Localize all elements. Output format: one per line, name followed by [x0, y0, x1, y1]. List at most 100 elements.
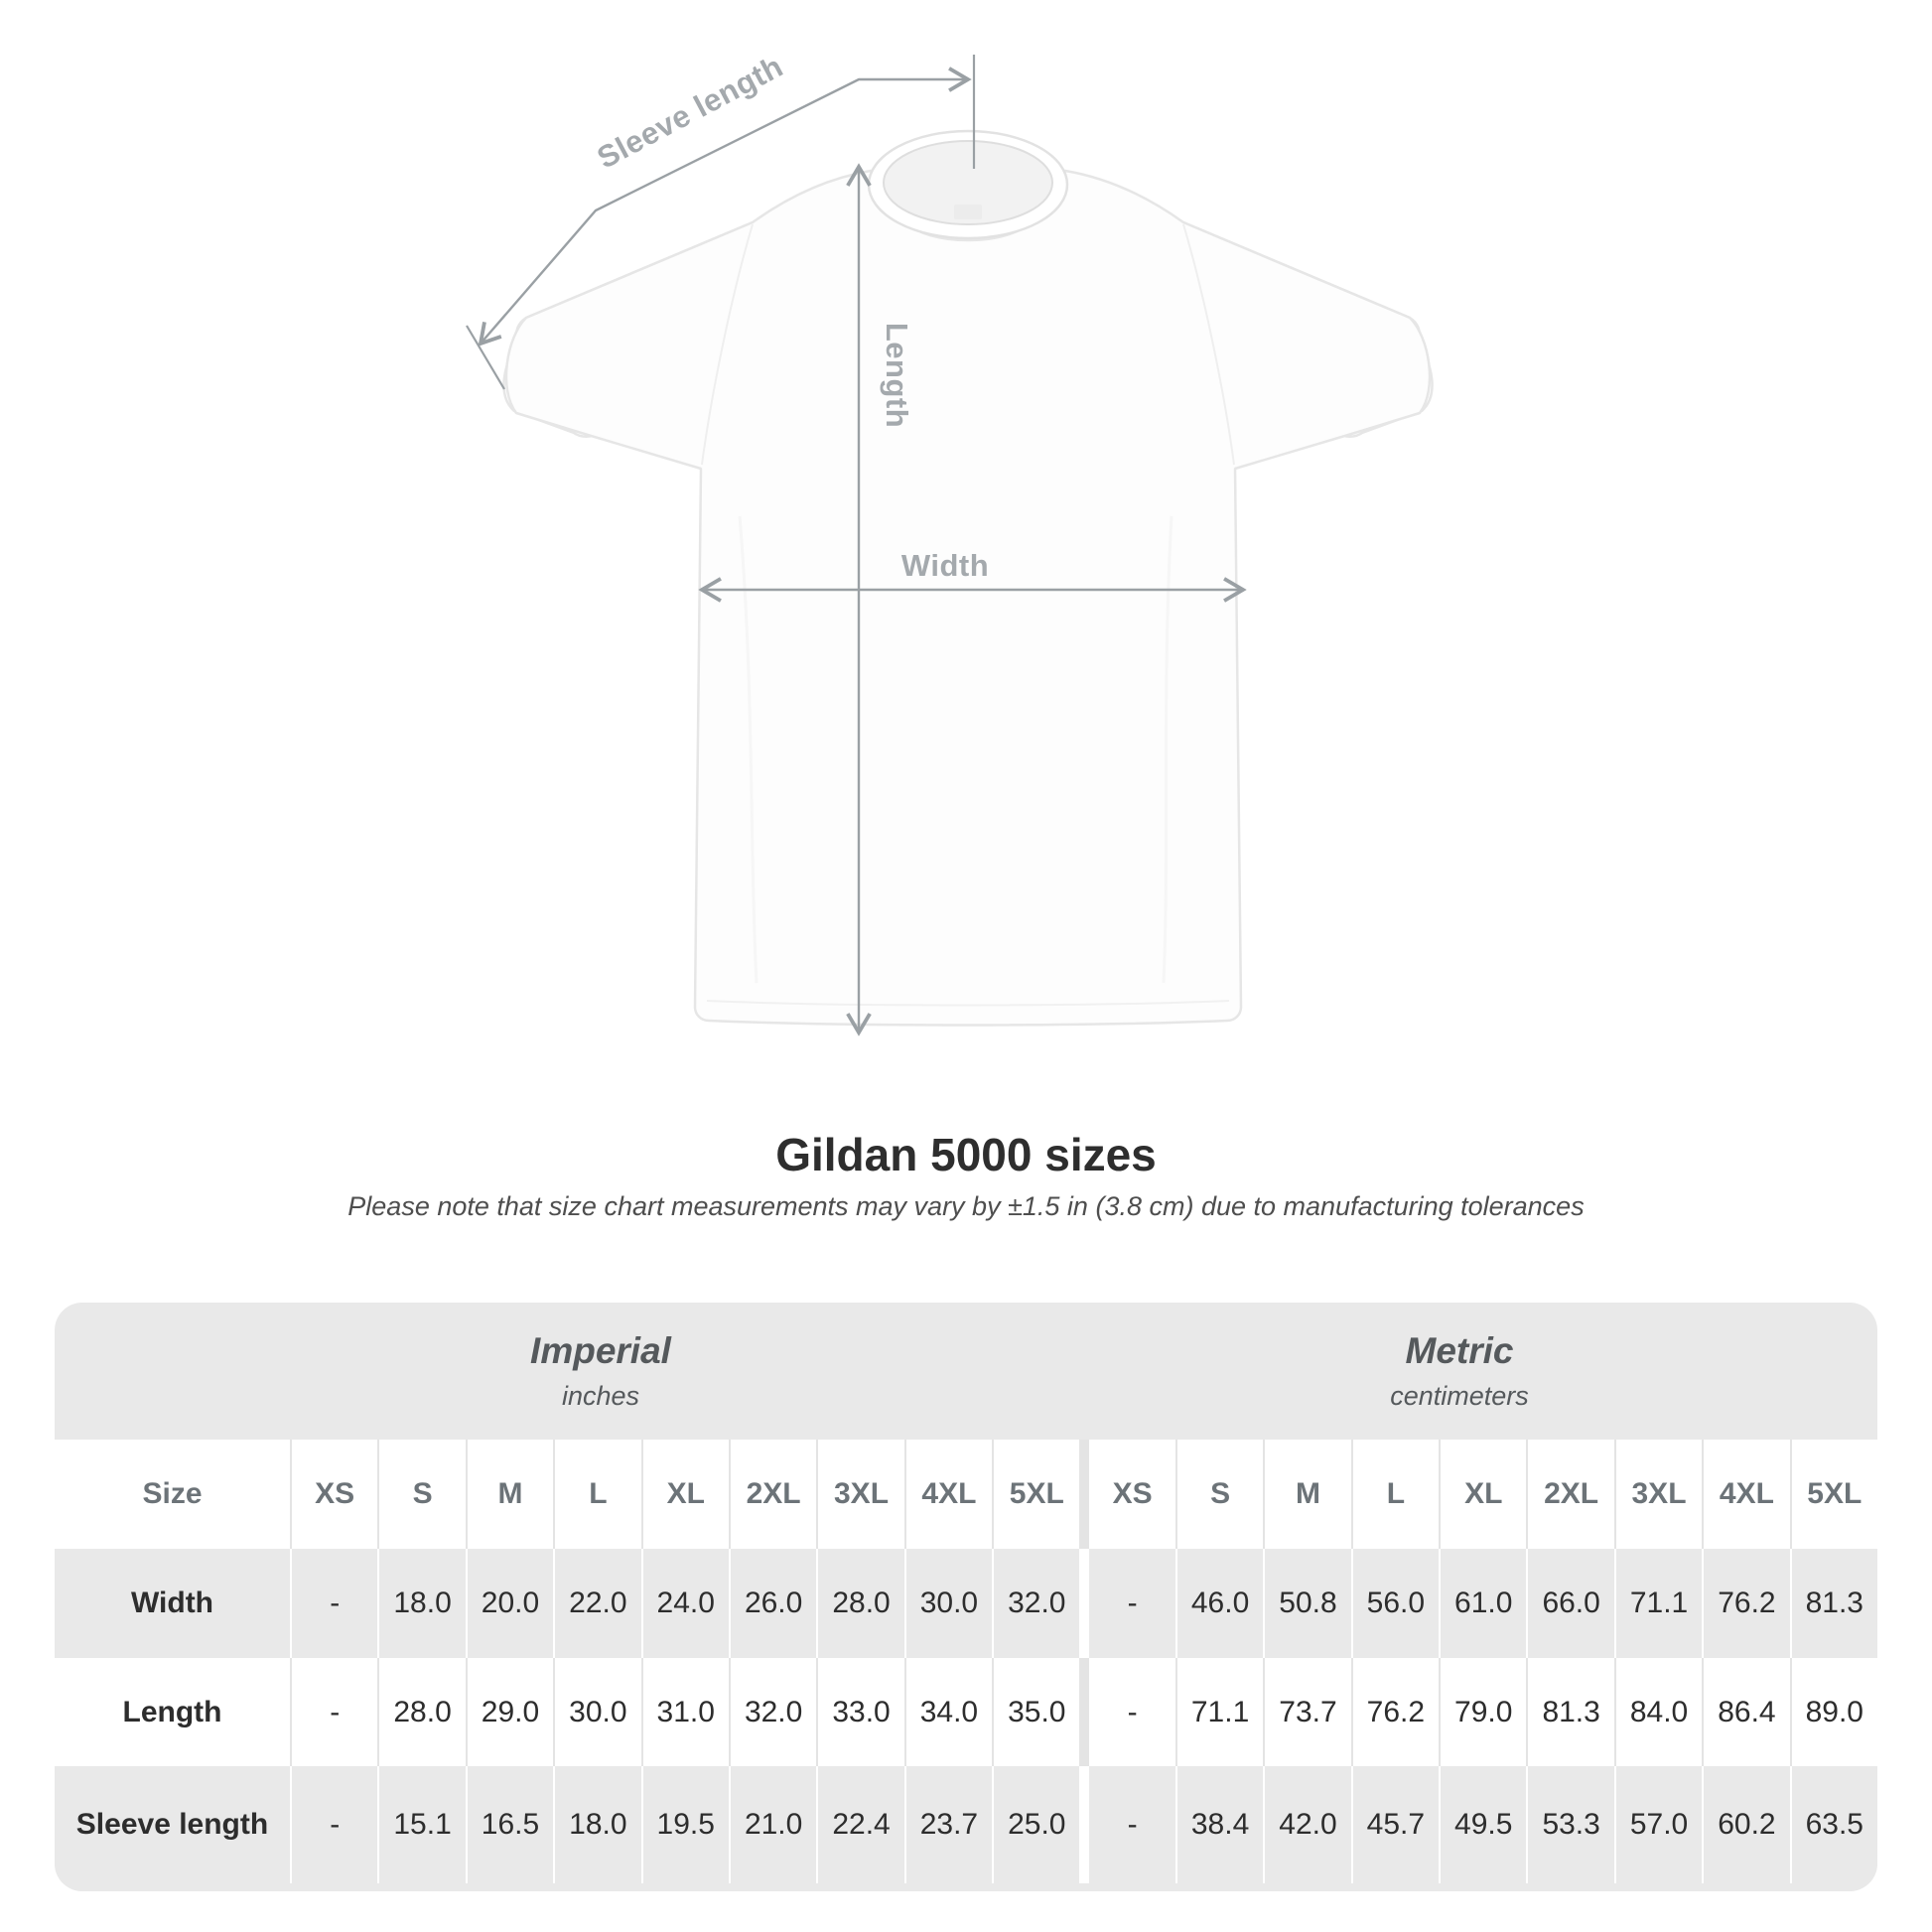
row-label-length: Length [122, 1695, 222, 1728]
table-cell: 16.5 [465, 1766, 553, 1883]
table-cell: 66.0 [1526, 1549, 1613, 1658]
table-cell: 23.7 [903, 1766, 992, 1883]
size-col-header: 5XL [1789, 1440, 1877, 1549]
table-cell: 33.0 [816, 1658, 903, 1766]
table-cell: 60.2 [1702, 1766, 1789, 1883]
table-cell: 21.0 [728, 1766, 816, 1883]
unit-divider [1079, 1658, 1088, 1766]
size-col-header: 4XL [903, 1440, 992, 1549]
row-label-width: Width [130, 1587, 214, 1619]
table-cell: 25.0 [992, 1766, 1079, 1883]
table-cell: 49.5 [1439, 1766, 1526, 1883]
table-cell: 31.0 [640, 1658, 729, 1766]
size-col-header: 3XL [816, 1440, 903, 1549]
size-col-header: S [377, 1440, 465, 1549]
table-cell: 46.0 [1174, 1549, 1263, 1658]
tshirt-illustration: Sleeve length Length Width [466, 49, 1434, 1036]
sleeve-length-arrow [478, 67, 972, 346]
table-cell: 50.8 [1263, 1549, 1350, 1658]
table-cell: - [1087, 1766, 1174, 1883]
size-header-row: Size XS S M L XL 2XL 3XL 4XL 5XL XS S M … [55, 1440, 1877, 1549]
width-row: Width - 18.0 20.0 22.0 24.0 26.0 28.0 30… [55, 1549, 1877, 1658]
collar-tag [954, 205, 982, 219]
unit-group-header: Imperial inches Metric centimeters [55, 1303, 1877, 1440]
table-cell: - [1087, 1549, 1174, 1658]
width-label: Width [901, 548, 989, 583]
table-cell: 57.0 [1613, 1766, 1702, 1883]
table-cell: 32.0 [992, 1549, 1079, 1658]
size-col-header: XL [640, 1440, 729, 1549]
right-armhole-seam [1182, 223, 1235, 466]
table-cell: 79.0 [1439, 1658, 1526, 1766]
table-cell: 42.0 [1263, 1766, 1350, 1883]
imperial-group-header: Imperial inches [55, 1330, 1147, 1412]
table-cell: 22.0 [553, 1549, 640, 1658]
unit-divider [1079, 1766, 1088, 1883]
size-col-header: XS [1087, 1440, 1174, 1549]
table-cell: - [1087, 1658, 1174, 1766]
table-cell: 76.2 [1350, 1658, 1439, 1766]
table-cell: 30.0 [903, 1549, 992, 1658]
table-cell: 71.1 [1174, 1658, 1263, 1766]
size-col-header: 2XL [1526, 1440, 1613, 1549]
size-col-header: L [553, 1440, 640, 1549]
metric-label: Metric [1405, 1330, 1514, 1371]
table-cell: 81.3 [1789, 1549, 1877, 1658]
size-col-header: 4XL [1702, 1440, 1789, 1549]
unit-divider [1079, 1549, 1088, 1658]
size-table: Imperial inches Metric centimeters Size … [55, 1303, 1877, 1891]
unit-divider [1079, 1440, 1088, 1549]
sleeve-length-label: Sleeve length [592, 49, 789, 176]
table-cell: 29.0 [465, 1658, 553, 1766]
hem-stitch [706, 1000, 1230, 1007]
table-cell: 26.0 [728, 1549, 816, 1658]
table-cell: 24.0 [640, 1549, 729, 1658]
table-cell: 81.3 [1526, 1658, 1613, 1766]
size-col-header: XS [290, 1440, 377, 1549]
table-cell: 32.0 [728, 1658, 816, 1766]
page-title: Gildan 5000 sizes [775, 1129, 1157, 1180]
table-cell: 53.3 [1526, 1766, 1613, 1883]
table-cell: 15.1 [377, 1766, 465, 1883]
table-cell: 35.0 [992, 1658, 1079, 1766]
metric-group-header: Metric centimeters [1147, 1330, 1772, 1412]
table-cell: 63.5 [1789, 1766, 1877, 1883]
table-cell: - [290, 1766, 377, 1883]
size-header-cell: Size [142, 1477, 203, 1510]
table-cell: 18.0 [553, 1766, 640, 1883]
table-cell: 22.4 [816, 1766, 903, 1883]
table-cell: 89.0 [1789, 1658, 1877, 1766]
tshirt-right-sleeve [1182, 220, 1432, 471]
table-cell: 84.0 [1613, 1658, 1702, 1766]
table-cell: 28.0 [377, 1658, 465, 1766]
size-col-header: 5XL [992, 1440, 1079, 1549]
table-cell: 19.5 [640, 1766, 729, 1883]
size-col-header: S [1174, 1440, 1263, 1549]
table-cell: 45.7 [1350, 1766, 1439, 1883]
table-cell: 76.2 [1702, 1549, 1789, 1658]
table-cell: 38.4 [1174, 1766, 1263, 1883]
cuff-tick [466, 325, 505, 390]
table-cell: - [290, 1658, 377, 1766]
sleeve-length-row: Sleeve length - 15.1 16.5 18.0 19.5 21.0… [55, 1766, 1877, 1891]
length-row: Length - 28.0 29.0 30.0 31.0 32.0 33.0 3… [55, 1658, 1877, 1766]
metric-unit: centimeters [1390, 1381, 1529, 1411]
table-cell: 28.0 [816, 1549, 903, 1658]
table-cell: 56.0 [1350, 1549, 1439, 1658]
imperial-label: Imperial [530, 1330, 671, 1371]
table-cell: 86.4 [1702, 1658, 1789, 1766]
row-label-sleeve-length: Sleeve length [75, 1808, 269, 1841]
table-cell: 61.0 [1439, 1549, 1526, 1658]
table-cell: 18.0 [377, 1549, 465, 1658]
size-col-header: M [1263, 1440, 1350, 1549]
tolerance-note: Please note that size chart measurements… [347, 1191, 1585, 1221]
table-cell: 20.0 [465, 1549, 553, 1658]
size-col-header: 3XL [1613, 1440, 1702, 1549]
table-cell: 30.0 [553, 1658, 640, 1766]
table-cell: 73.7 [1263, 1658, 1350, 1766]
table-cell: - [290, 1549, 377, 1658]
size-col-header: XL [1439, 1440, 1526, 1549]
table-cell: 71.1 [1613, 1549, 1702, 1658]
imperial-unit: inches [561, 1381, 640, 1411]
size-col-header: M [465, 1440, 553, 1549]
